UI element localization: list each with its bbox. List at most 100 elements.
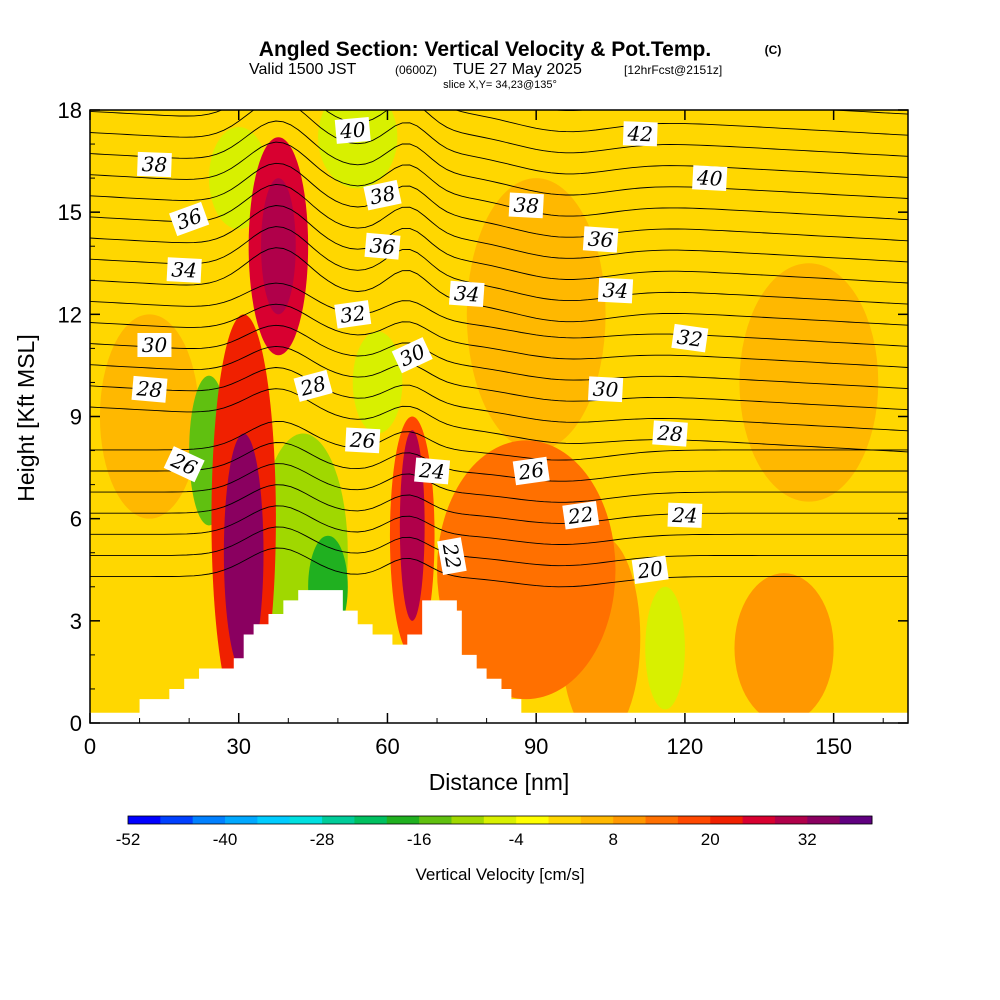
isentrope-label-box xyxy=(169,201,210,237)
isentrope-label-box xyxy=(437,537,467,575)
isentrope-line xyxy=(454,110,908,136)
colorbar-swatch xyxy=(386,816,420,824)
isentrope-label-box xyxy=(582,226,619,253)
isentrope-label-box xyxy=(345,427,381,454)
colorbar-swatch xyxy=(839,816,873,824)
isentrope-label-box xyxy=(562,501,600,530)
isentrope-label-text: 24 xyxy=(671,503,698,528)
isentrope-label-box xyxy=(587,376,624,403)
isentrope-line xyxy=(90,547,908,588)
isentrope-label: 26 xyxy=(512,456,550,486)
isentrope-label: 24 xyxy=(414,457,451,485)
x-axis: 0 30 60 90 120 150 xyxy=(84,110,884,759)
isentrope-line xyxy=(90,324,908,390)
isentrope-label: 26 xyxy=(345,427,381,454)
isentrope-label: 30 xyxy=(587,376,624,403)
isentrope-line xyxy=(90,505,908,545)
colorbar-swatch xyxy=(192,816,226,824)
colorbar-swatch xyxy=(322,816,355,824)
isentrope-label: 42 xyxy=(622,121,658,147)
y-tick-label: 15 xyxy=(58,200,82,225)
colorbar-swatch xyxy=(645,816,679,824)
isentrope-label-text: 28 xyxy=(656,421,684,447)
velocity-cell xyxy=(734,573,834,723)
isentrope-line xyxy=(90,442,908,482)
isentrope-label-box xyxy=(137,332,172,357)
colorbar-swatch xyxy=(225,816,258,824)
isentrope-label-text: 36 xyxy=(587,227,614,253)
isentrope-label: 38 xyxy=(508,192,544,219)
isentrope-label-text: 38 xyxy=(141,152,167,177)
chart-title: Angled Section: Vertical Velocity & Pot.… xyxy=(259,38,711,61)
colorbar-swatch xyxy=(613,816,647,824)
velocity-cell xyxy=(261,178,296,315)
isentrope-label-text: 20 xyxy=(635,556,665,583)
isentrope-label: 28 xyxy=(293,369,333,402)
isentrope-label-box xyxy=(166,257,202,283)
isentrope-line xyxy=(90,484,908,524)
isentrope-line xyxy=(90,463,908,503)
isentrope-label: 20 xyxy=(631,555,669,584)
isentrope-label: 34 xyxy=(597,277,634,304)
velocity-field xyxy=(99,110,879,723)
isentrope-label-box xyxy=(334,116,371,144)
isentrope-label-box xyxy=(631,555,669,584)
isentrope-line xyxy=(90,345,908,411)
isentrope-line xyxy=(90,367,908,432)
isentrope-label: 38 xyxy=(363,179,402,211)
isentrope-label-text: 22 xyxy=(438,541,466,571)
isentrope-label-box xyxy=(131,375,168,403)
x-tick-label: 150 xyxy=(815,734,852,759)
colorbar-tick-label: 8 xyxy=(608,830,617,849)
isentrope-label: 34 xyxy=(448,280,485,308)
x-axis-label: Distance [nm] xyxy=(429,769,570,795)
colorbar-swatch xyxy=(774,816,808,824)
isentrope-label-text: 34 xyxy=(453,281,480,307)
isentrope-label-box xyxy=(692,165,728,191)
colorbar-swatch xyxy=(160,816,194,824)
isentrope-label: 40 xyxy=(692,165,728,191)
isentrope-label-box xyxy=(334,300,372,329)
isentrope-label-text: 40 xyxy=(338,117,367,143)
isentrope-label-text: 24 xyxy=(417,458,445,484)
colorbar-swatch xyxy=(419,816,452,824)
y-tick-label: 12 xyxy=(58,302,82,327)
isentrope-label-text: 26 xyxy=(516,457,546,484)
isentrope-label-box xyxy=(163,446,205,483)
isentrope-line xyxy=(90,303,908,368)
velocity-cell xyxy=(223,433,264,672)
isentrope-label-box xyxy=(448,280,485,308)
isentrope-line xyxy=(90,420,908,461)
y-tick-label: 9 xyxy=(70,405,82,430)
velocity-cell xyxy=(645,586,685,710)
isentrope-label-text: 32 xyxy=(676,325,705,352)
valid-time-utc: (0600Z) xyxy=(395,63,437,77)
isentrope-label-box xyxy=(512,456,550,486)
x-tick-label: 0 xyxy=(84,734,96,759)
isentrope-label: 34 xyxy=(166,257,202,283)
isentrope-label-text: 32 xyxy=(338,301,367,328)
isentrope-label-text: 42 xyxy=(626,121,653,146)
y-axis-label: Height [Kft MSL] xyxy=(13,334,39,501)
isentrope-line xyxy=(90,120,908,199)
forecast-info: [12hrFcst@2151z] xyxy=(624,63,722,77)
isentrope-line xyxy=(90,526,908,567)
isentrope-label-box xyxy=(391,337,433,374)
colorbar-swatch xyxy=(289,816,323,824)
isentrope-label: 24 xyxy=(667,502,703,528)
terrain-mask xyxy=(90,590,908,723)
potential-temperature-contours xyxy=(90,110,908,588)
colorbar-label: Vertical Velocity [cm/s] xyxy=(415,865,584,884)
isentrope-line xyxy=(90,183,908,263)
isentrope-line xyxy=(90,141,908,221)
slice-info: slice X,Y= 34,23@135° xyxy=(443,79,557,91)
x-tick-label: 60 xyxy=(375,734,399,759)
y-tick-label: 3 xyxy=(70,609,82,634)
colorbar-tick-label: -28 xyxy=(310,830,335,849)
isentrope-label: 22 xyxy=(562,501,600,530)
isentrope-line xyxy=(90,162,908,242)
isentrope-line xyxy=(90,247,908,326)
colorbar-swatch xyxy=(257,816,291,824)
